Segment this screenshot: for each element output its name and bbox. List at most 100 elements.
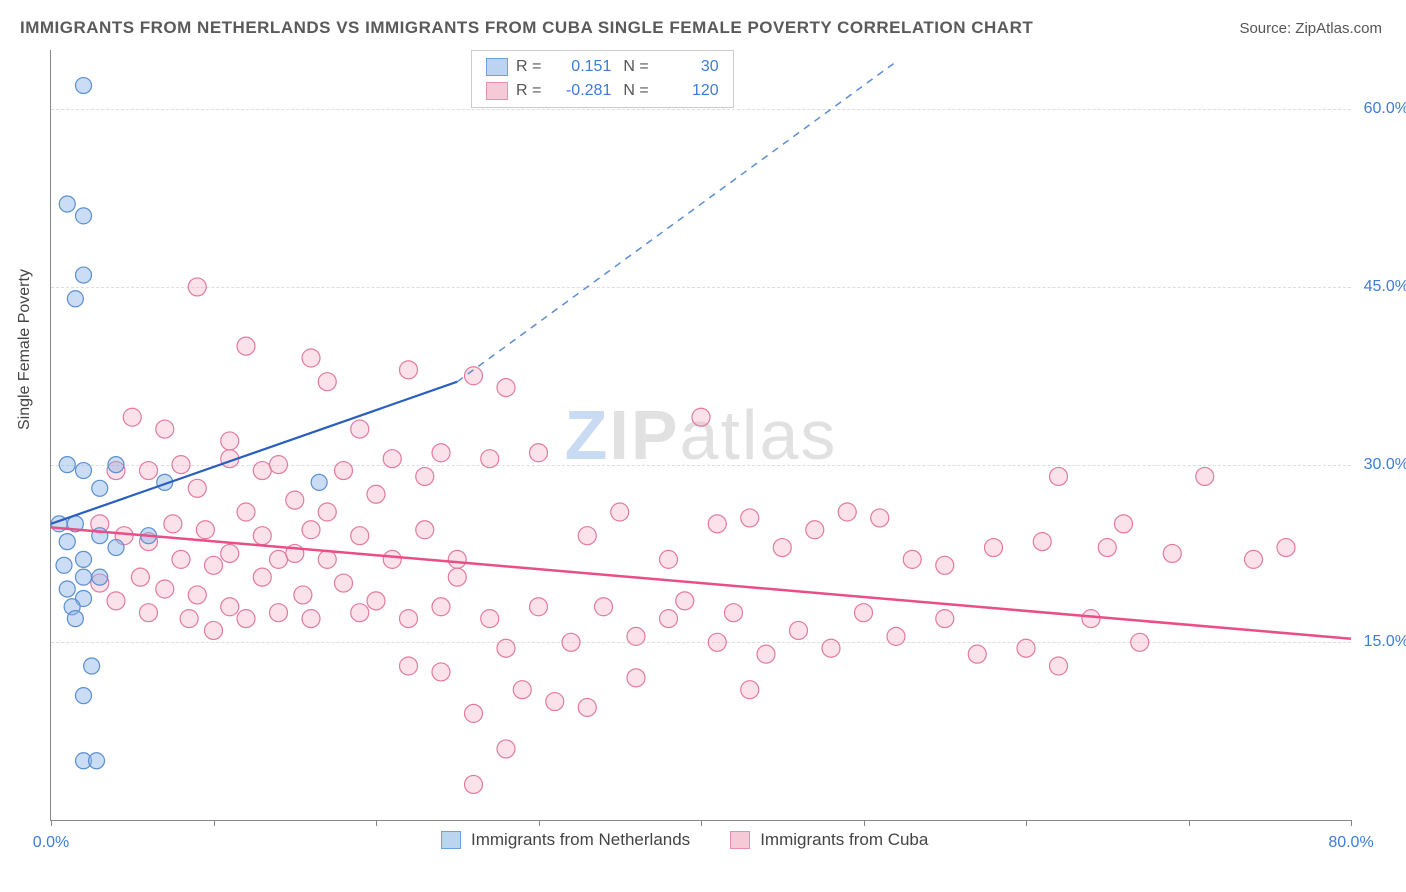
scatter-point-netherlands xyxy=(76,551,92,567)
scatter-point-cuba xyxy=(205,621,223,639)
scatter-point-netherlands xyxy=(108,457,124,473)
scatter-point-cuba xyxy=(302,349,320,367)
scatter-point-cuba xyxy=(156,580,174,598)
scatter-point-cuba xyxy=(513,681,531,699)
scatter-point-cuba xyxy=(270,456,288,474)
scatter-point-cuba xyxy=(790,621,808,639)
legend-row-netherlands: R = 0.151 N = 30 xyxy=(486,55,719,79)
scatter-point-cuba xyxy=(660,550,678,568)
y-tick-label: 45.0% xyxy=(1364,278,1406,296)
scatter-point-cuba xyxy=(1115,515,1133,533)
scatter-point-netherlands xyxy=(89,753,105,769)
scatter-point-cuba xyxy=(140,462,158,480)
scatter-point-cuba xyxy=(253,527,271,545)
scatter-point-cuba xyxy=(237,337,255,355)
scatter-point-cuba xyxy=(188,586,206,604)
scatter-point-cuba xyxy=(871,509,889,527)
scatter-point-netherlands xyxy=(67,291,83,307)
legend-item-netherlands: Immigrants from Netherlands xyxy=(441,830,690,850)
scatter-point-cuba xyxy=(164,515,182,533)
scatter-point-cuba xyxy=(1033,533,1051,551)
scatter-point-cuba xyxy=(180,610,198,628)
x-tick-mark xyxy=(1189,820,1190,826)
scatter-point-netherlands xyxy=(59,457,75,473)
scatter-point-cuba xyxy=(302,521,320,539)
scatter-point-cuba xyxy=(172,550,190,568)
legend-item-cuba: Immigrants from Cuba xyxy=(730,830,928,850)
scatter-point-netherlands xyxy=(59,534,75,550)
correlation-legend: R = 0.151 N = 30 R = -0.281 N = 120 xyxy=(471,50,734,108)
scatter-point-cuba xyxy=(188,479,206,497)
scatter-point-cuba xyxy=(400,657,418,675)
scatter-point-cuba xyxy=(465,775,483,793)
scatter-point-cuba xyxy=(546,693,564,711)
scatter-point-cuba xyxy=(1131,633,1149,651)
scatter-point-cuba xyxy=(578,698,596,716)
scatter-point-cuba xyxy=(432,444,450,462)
scatter-point-cuba xyxy=(335,462,353,480)
scatter-point-cuba xyxy=(432,598,450,616)
scatter-point-cuba xyxy=(855,604,873,622)
legend-r-value: -0.281 xyxy=(549,79,611,103)
scatter-point-cuba xyxy=(221,544,239,562)
scatter-point-cuba xyxy=(156,420,174,438)
scatter-point-cuba xyxy=(465,367,483,385)
scatter-point-cuba xyxy=(188,278,206,296)
scatter-point-cuba xyxy=(741,681,759,699)
scatter-point-netherlands xyxy=(311,474,327,490)
scatter-point-cuba xyxy=(822,639,840,657)
scatter-point-cuba xyxy=(1098,539,1116,557)
scatter-point-netherlands xyxy=(59,196,75,212)
scatter-point-cuba xyxy=(481,610,499,628)
series-legend: Immigrants from Netherlands Immigrants f… xyxy=(441,830,928,850)
scatter-point-cuba xyxy=(221,598,239,616)
legend-n-value: 120 xyxy=(657,79,719,103)
scatter-point-cuba xyxy=(1196,467,1214,485)
legend-n-value: 30 xyxy=(657,55,719,79)
scatter-point-cuba xyxy=(725,604,743,622)
scatter-point-cuba xyxy=(123,408,141,426)
legend-r-label: R = xyxy=(516,55,541,79)
scatter-point-cuba xyxy=(497,379,515,397)
y-axis-label: Single Female Poverty xyxy=(16,269,34,430)
x-tick-mark xyxy=(864,820,865,826)
legend-label: Immigrants from Netherlands xyxy=(471,830,690,850)
scatter-point-netherlands xyxy=(92,480,108,496)
scatter-point-cuba xyxy=(611,503,629,521)
scatter-point-cuba xyxy=(887,627,905,645)
scatter-point-cuba xyxy=(627,627,645,645)
scatter-point-cuba xyxy=(448,568,466,586)
scatter-point-cuba xyxy=(660,610,678,628)
scatter-point-netherlands xyxy=(76,208,92,224)
scatter-point-cuba xyxy=(107,592,125,610)
scatter-point-cuba xyxy=(481,450,499,468)
scatter-point-cuba xyxy=(562,633,580,651)
scatter-point-cuba xyxy=(432,663,450,681)
scatter-plot-svg xyxy=(51,50,1351,820)
scatter-point-netherlands xyxy=(76,569,92,585)
scatter-point-cuba xyxy=(465,704,483,722)
scatter-point-cuba xyxy=(903,550,921,568)
scatter-point-cuba xyxy=(1082,610,1100,628)
legend-n-label: N = xyxy=(623,55,648,79)
scatter-point-cuba xyxy=(773,539,791,557)
scatter-point-cuba xyxy=(237,610,255,628)
scatter-point-netherlands xyxy=(76,78,92,94)
scatter-point-netherlands xyxy=(108,540,124,556)
chart-title: IMMIGRANTS FROM NETHERLANDS VS IMMIGRANT… xyxy=(20,18,1033,38)
scatter-point-cuba xyxy=(351,604,369,622)
scatter-point-cuba xyxy=(270,604,288,622)
legend-label: Immigrants from Cuba xyxy=(760,830,928,850)
scatter-point-cuba xyxy=(318,550,336,568)
x-tick-mark xyxy=(701,820,702,826)
scatter-point-cuba xyxy=(172,456,190,474)
legend-swatch-blue xyxy=(441,831,461,849)
x-tick-mark xyxy=(1351,820,1352,826)
x-tick-label: 0.0% xyxy=(33,834,69,852)
scatter-point-cuba xyxy=(936,610,954,628)
scatter-point-netherlands xyxy=(84,658,100,674)
legend-swatch-pink xyxy=(730,831,750,849)
scatter-point-cuba xyxy=(367,592,385,610)
scatter-point-cuba xyxy=(351,527,369,545)
scatter-point-cuba xyxy=(205,556,223,574)
